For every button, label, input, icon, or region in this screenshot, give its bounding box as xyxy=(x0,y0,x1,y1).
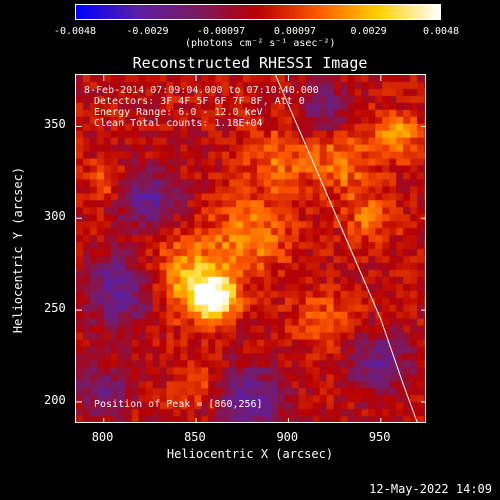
y-tick-label: 350 xyxy=(44,117,66,132)
energy-range-label: Energy Range: 6.0 - 12.0 keV xyxy=(94,107,263,118)
x-tick-label: 950 xyxy=(368,430,391,444)
x-axis-label: Heliocentric X (arcsec) xyxy=(166,447,334,461)
colorbar-tick-label: 0.00097 xyxy=(273,26,317,37)
colorbar-unit: (photons cm⁻² s⁻¹ asec⁻²) xyxy=(185,38,336,49)
peak-position-label: Position of Peak = [860,256] xyxy=(94,399,263,410)
x-tick-label: 800 xyxy=(91,430,114,444)
plot-area: 8-Feb-2014 07:09:04.000 to 07:10:40.000 … xyxy=(75,74,426,423)
colorbar-tick-label: -0.00097 xyxy=(196,26,246,37)
y-tick-label: 200 xyxy=(44,392,66,407)
limb-line xyxy=(275,75,418,422)
y-tick-label: 250 xyxy=(44,301,66,316)
colorbar-tick-label: 0.0029 xyxy=(350,26,387,37)
plot-title: Reconstructed RHESSI Image xyxy=(132,54,368,72)
colorbar-tick-label: 0.0048 xyxy=(422,26,460,37)
clean-counts-label: Clean Total counts: 1.18E+04 xyxy=(94,118,263,129)
detectors-label: Detectors: 3F 4F 5F 6F 7F 8F, Att 0 xyxy=(94,96,305,107)
x-tick-label: 850 xyxy=(184,430,206,444)
heatmap-image xyxy=(76,75,425,422)
colorbar-tick-label: -0.0029 xyxy=(126,26,169,37)
time-range-label: 8-Feb-2014 07:09:04.000 to 07:10:40.000 xyxy=(84,85,319,96)
timestamp-footer: 12-May-2022 14:09 xyxy=(369,482,492,496)
colorbar xyxy=(75,4,441,20)
colorbar-tick-label: -0.0048 xyxy=(53,26,97,37)
limb-overlay xyxy=(76,75,425,422)
y-axis-label: Heliocentric Y (arcsec) xyxy=(11,166,25,334)
y-tick-label: 300 xyxy=(44,209,66,224)
x-tick-label: 900 xyxy=(276,430,299,444)
